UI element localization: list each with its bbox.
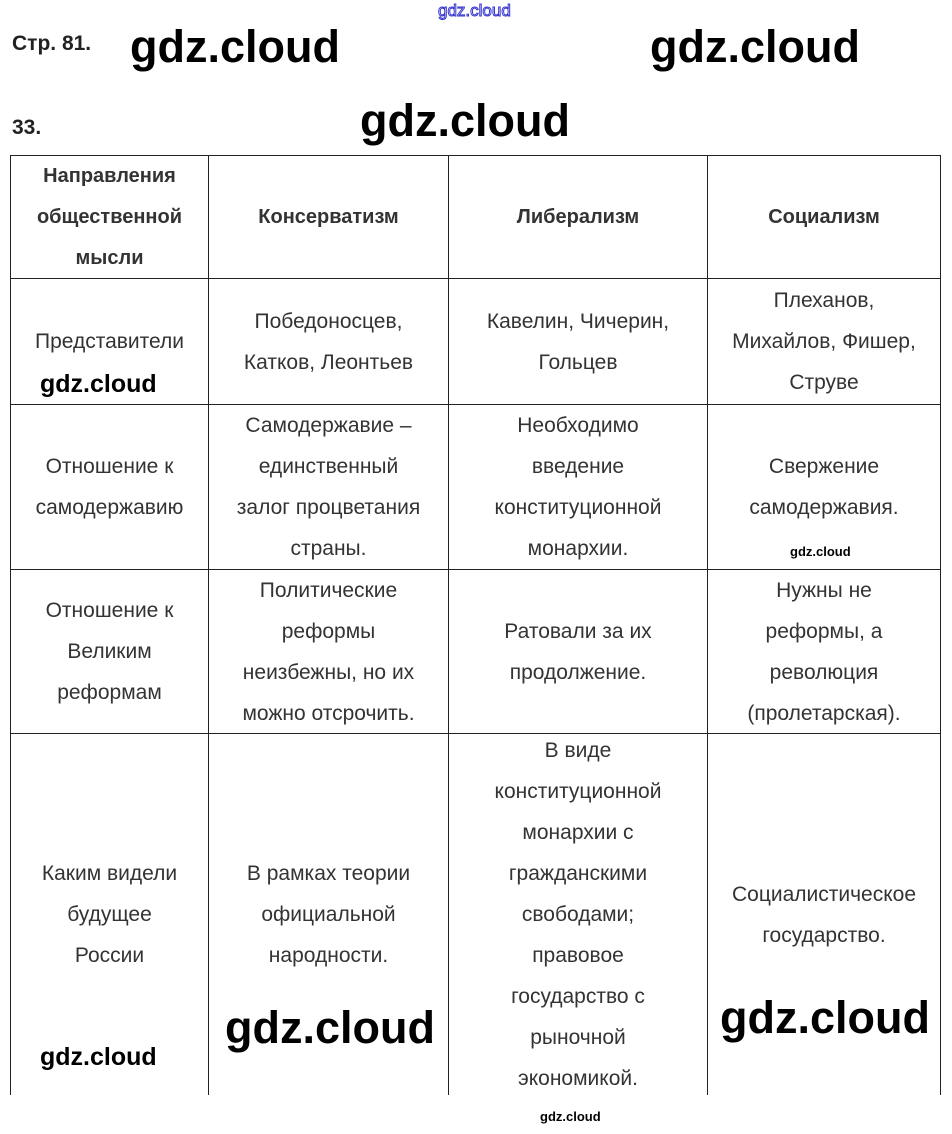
header-cell: Социализм bbox=[707, 155, 941, 278]
watermark: gdz.cloud bbox=[720, 992, 930, 1043]
table-cell: В виде конституционной монархии с гражда… bbox=[448, 733, 707, 1095]
watermark-top: gdz.cloud bbox=[438, 1, 512, 20]
table-cell: Плеханов, Михайлов, Фишер, Струве bbox=[707, 278, 941, 404]
table-cell: Необходимо введение конституционной мона… bbox=[448, 404, 707, 569]
table-cell: Нужны не реформы, а революция (пролетарс… bbox=[707, 569, 941, 733]
header-cell: Либерализм bbox=[448, 155, 707, 278]
watermark: gdz.cloud bbox=[650, 21, 860, 72]
table-cell: Политические реформы неизбежны, но их мо… bbox=[208, 569, 448, 733]
page-label: Стр. 81. bbox=[12, 32, 92, 55]
task-number: 33. bbox=[12, 116, 42, 139]
table-cell: Ратовали за их продолжение. bbox=[448, 569, 707, 733]
table-cell: Самодержавие – единственный залог процве… bbox=[208, 404, 448, 569]
header-cell: Консерватизм bbox=[208, 155, 448, 278]
watermark: gdz.cloud bbox=[360, 95, 570, 146]
watermark: gdz.cloud bbox=[540, 1109, 601, 1124]
table-cell: Социалистическое государство. bbox=[707, 733, 941, 1095]
watermark: gdz.cloud bbox=[130, 21, 340, 72]
table-cell: Отношение к Великим реформам bbox=[10, 569, 208, 733]
table-cell: Кавелин, Чичерин, Гольцев bbox=[448, 278, 707, 404]
watermark: gdz.cloud bbox=[40, 370, 157, 398]
table-cell: В рамках теории официальной народности. bbox=[208, 733, 448, 1095]
watermark: gdz.cloud bbox=[225, 1002, 435, 1053]
table-cell: Победоносцев, Катков, Леонтьев bbox=[208, 278, 448, 404]
header-cell: Направления общественной мысли bbox=[10, 155, 208, 278]
watermark: gdz.cloud bbox=[790, 544, 851, 559]
table-cell: Представители bbox=[10, 278, 208, 404]
watermark: gdz.cloud bbox=[40, 1043, 157, 1071]
table-cell: Свержение самодержавия. bbox=[707, 404, 941, 569]
table-cell: Каким видели будущее России bbox=[10, 733, 208, 1095]
table-cell: Отношение к самодержавию bbox=[10, 404, 208, 569]
